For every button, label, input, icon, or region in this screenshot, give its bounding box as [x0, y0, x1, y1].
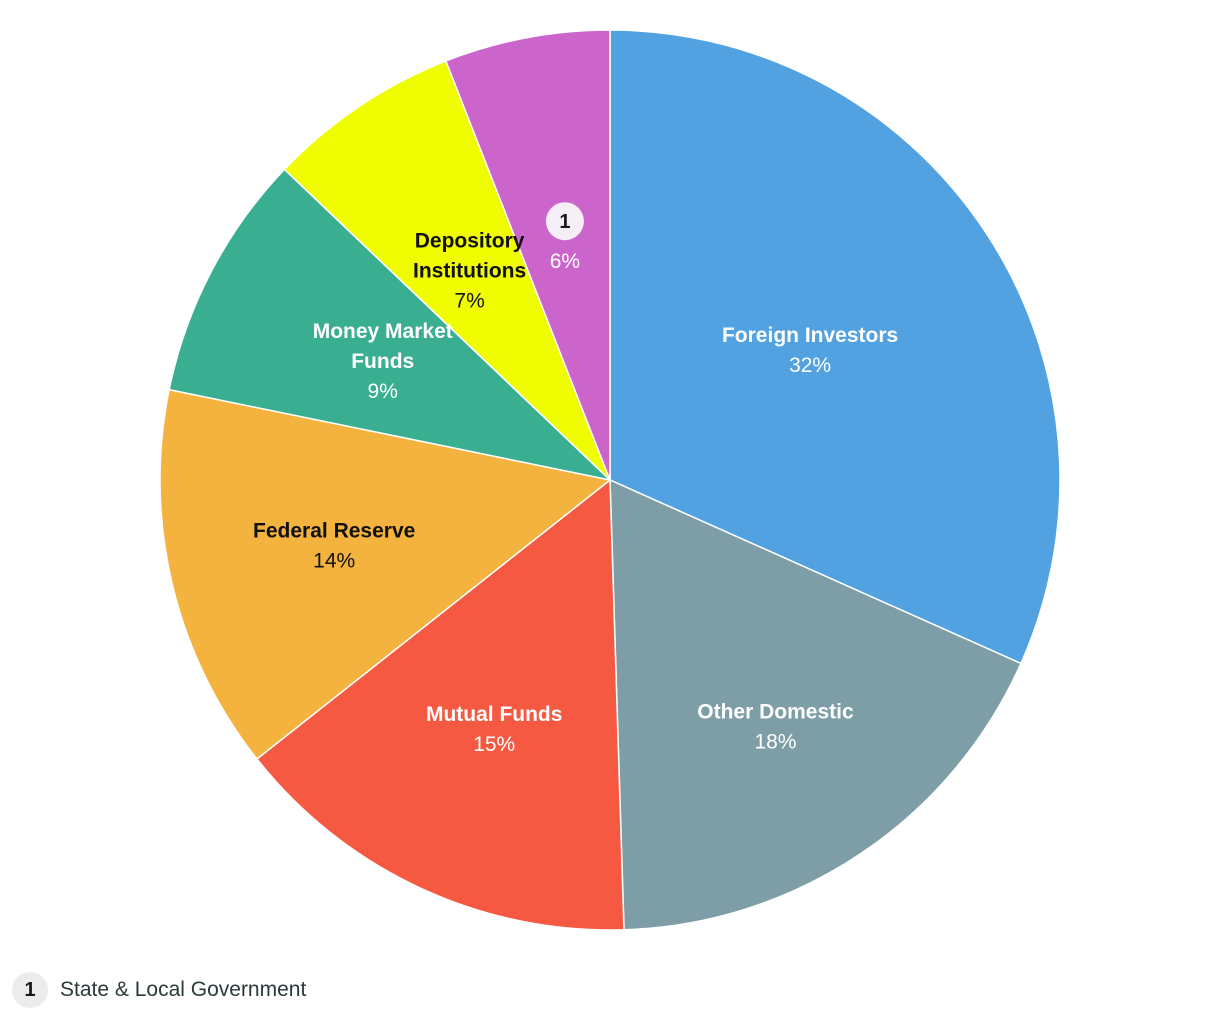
footnote-text: State & Local Government — [60, 978, 307, 1001]
slice-label: Foreign Investors — [722, 324, 898, 347]
pie-slice — [609, 478, 1022, 931]
slice-value-label: 18% — [754, 731, 796, 754]
slice-value-label: 14% — [313, 550, 355, 573]
slice-value-label: 7% — [454, 290, 484, 313]
pie-slice — [283, 60, 611, 481]
pie-slices — [159, 29, 1061, 931]
pie-slice — [255, 478, 625, 931]
slice-label: Institutions — [413, 260, 526, 283]
slice-label: Other Domestic — [697, 701, 854, 724]
slice-value-label: 32% — [789, 354, 831, 377]
pie-slice — [609, 29, 1061, 665]
pie-labels: Foreign Investors 32% Other Domestic 18% Mut… — [253, 202, 898, 756]
footnote-marker: 1 — [12, 972, 48, 1008]
slice-label: Federal Reserve — [253, 520, 415, 543]
slice-value-label: 6% — [550, 250, 580, 273]
slice-label: Funds — [351, 350, 414, 373]
slice-value-label: 15% — [473, 733, 515, 756]
slice-marker: 1 — [559, 211, 570, 233]
slice-label: Mutual Funds — [426, 703, 562, 726]
pie-chart: Foreign Investors 32% Other Domestic 18% Mut… — [159, 29, 1061, 931]
slice-value-label: 9% — [368, 380, 398, 403]
slice-marker-badge — [545, 202, 584, 241]
slice-label: Money Market — [313, 320, 453, 343]
pie-slice — [444, 29, 611, 481]
slice-label: Depository — [415, 230, 525, 253]
pie-slice — [159, 388, 612, 761]
footnote: 1 State & Local Government — [12, 972, 306, 1008]
pie-slice — [168, 168, 613, 482]
